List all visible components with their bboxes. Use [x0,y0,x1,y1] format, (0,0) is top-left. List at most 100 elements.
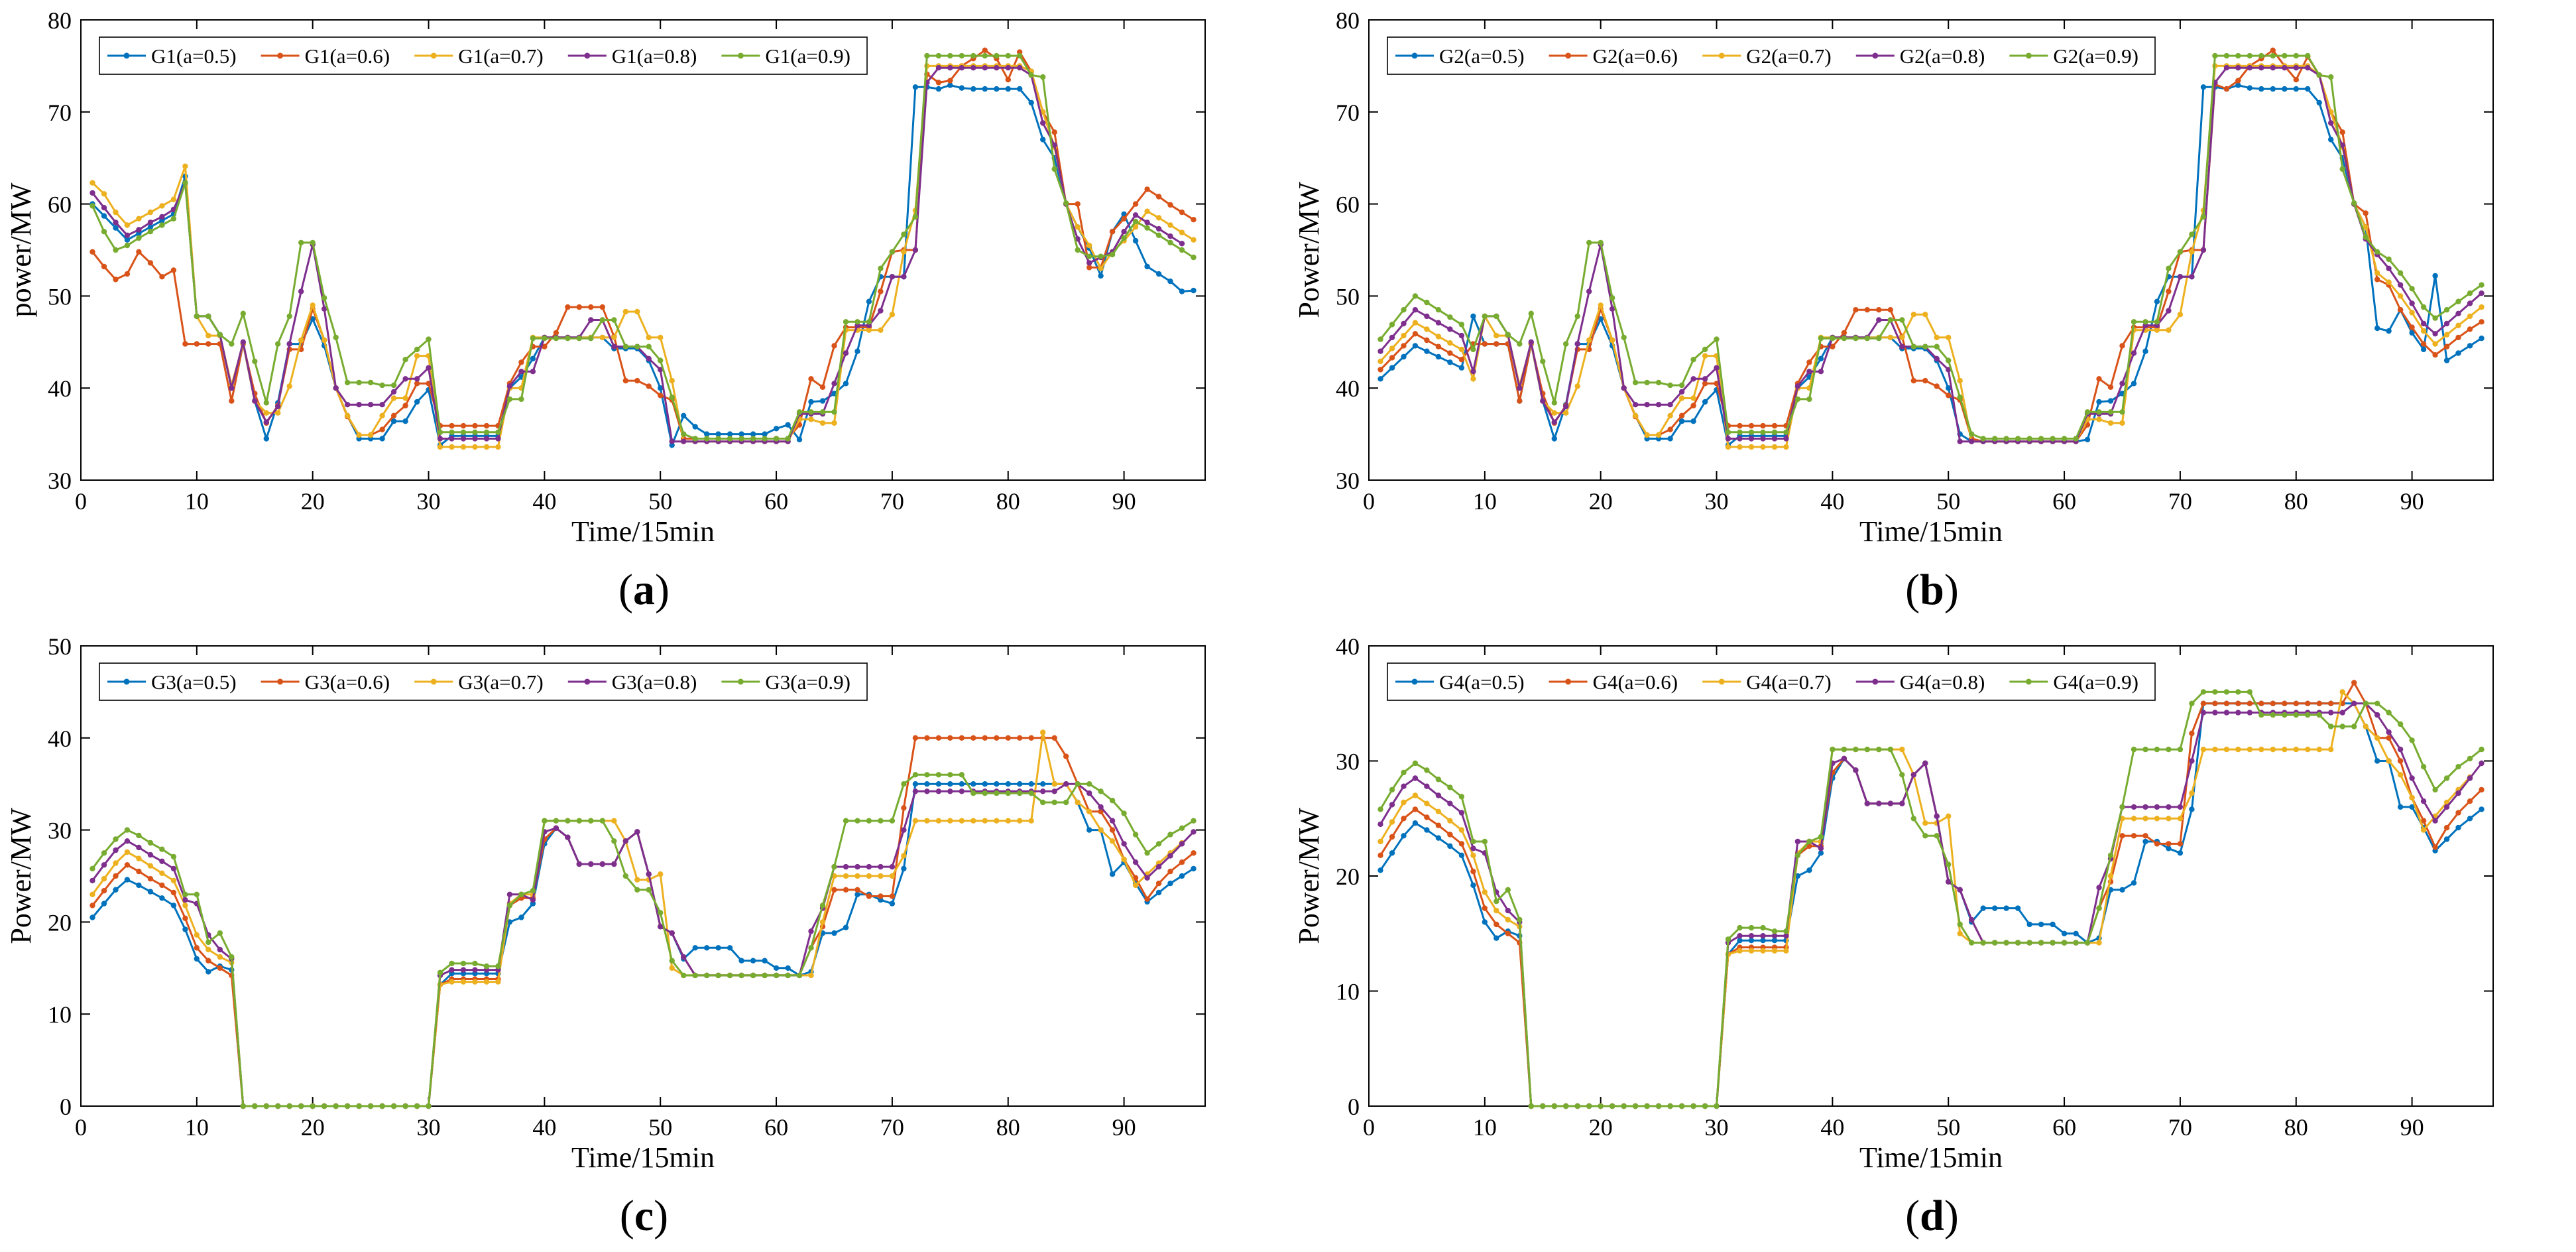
data-point [727,945,733,951]
data-point [460,422,467,429]
data-point [2212,700,2218,706]
data-point [1806,359,1812,365]
data-point [2420,827,2427,833]
data-point [1377,367,1383,373]
plot-frame-c [80,645,1206,1107]
data-point [530,888,536,894]
data-point [1748,933,1755,939]
data-point [1167,279,1173,284]
data-point [2166,308,2172,314]
data-point [854,319,860,325]
data-point [1702,353,1708,359]
data-point [2119,887,2125,893]
data-point [866,893,872,899]
data-point [588,336,594,342]
data-point [2223,689,2230,695]
data-point [762,972,768,979]
data-point [947,781,953,787]
data-point [344,412,351,418]
data-point [959,818,965,824]
data-point [878,873,884,879]
data-point [89,249,95,255]
data-point [147,209,154,216]
y-tick-label: 40 [1336,633,1360,660]
data-point [2328,710,2334,716]
data-point [1144,875,1150,881]
data-point [495,444,501,450]
data-point [796,436,803,443]
data-point [2247,710,2253,716]
data-point [1458,794,1465,800]
data-point [1424,827,1430,833]
data-point [1482,341,1488,347]
data-point [1946,385,1952,391]
data-point [843,887,849,893]
data-point [1574,383,1580,389]
data-point [1655,379,1662,386]
data-point [1132,218,1139,225]
data-point [1377,358,1383,365]
data-point [2177,312,2184,318]
data-point [460,979,467,985]
data-point [831,863,837,870]
data-point [2420,818,2427,824]
data-point [1899,344,1905,349]
chart-c: 0 10 20 30 40 50 60 70 80 9001020304050Time/15min… [5,633,1206,1174]
data-point [1493,899,1499,905]
data-point [1783,948,1789,954]
data-point [1992,436,1998,442]
data-point [2443,357,2450,363]
data-point [2351,200,2357,206]
data-point [518,369,524,375]
data-point [2154,319,2160,325]
data-point [1540,358,1546,365]
data-point [1005,790,1012,796]
data-point [2409,286,2415,292]
data-point [101,263,107,270]
data-point [924,781,930,787]
data-point [2177,249,2184,255]
data-point [715,436,721,442]
data-point [1401,799,1407,806]
data-point [1167,202,1173,208]
data-point [1377,821,1383,828]
data-point [1678,395,1685,401]
data-point [1389,834,1395,840]
data-point [1109,229,1116,235]
data-point [275,403,281,410]
data-point [1864,307,1870,313]
data-point [275,341,281,347]
data-point [658,910,664,916]
data-point [1841,330,1847,336]
data-point [506,903,513,908]
data-point [2189,790,2195,796]
data-point [2455,824,2461,831]
data-point [1075,224,1081,230]
data-point [773,436,780,442]
data-point [843,350,849,356]
data-point [970,790,976,796]
data-point [2397,282,2404,288]
data-point [1051,129,1057,135]
data-point [89,190,95,196]
data-point [1435,792,1442,798]
data-point [2386,279,2392,285]
data-point [646,344,652,349]
data-point [2397,270,2404,276]
legend-entry: G4(a=0.5) [1439,670,1525,694]
data-point [866,818,872,824]
data-point [2270,65,2276,71]
data-point [1389,802,1395,808]
data-point [367,1103,374,1109]
data-point [1714,365,1720,371]
data-point [1853,307,1859,313]
data-point [1389,322,1395,328]
data-point [2351,723,2357,729]
data-point [437,429,443,435]
data-point [692,972,698,979]
data-point [588,304,594,310]
legend-entry: G4(a=0.6) [1593,670,1678,694]
data-point [866,873,872,879]
data-point [2107,852,2114,858]
data-point [1109,818,1116,824]
